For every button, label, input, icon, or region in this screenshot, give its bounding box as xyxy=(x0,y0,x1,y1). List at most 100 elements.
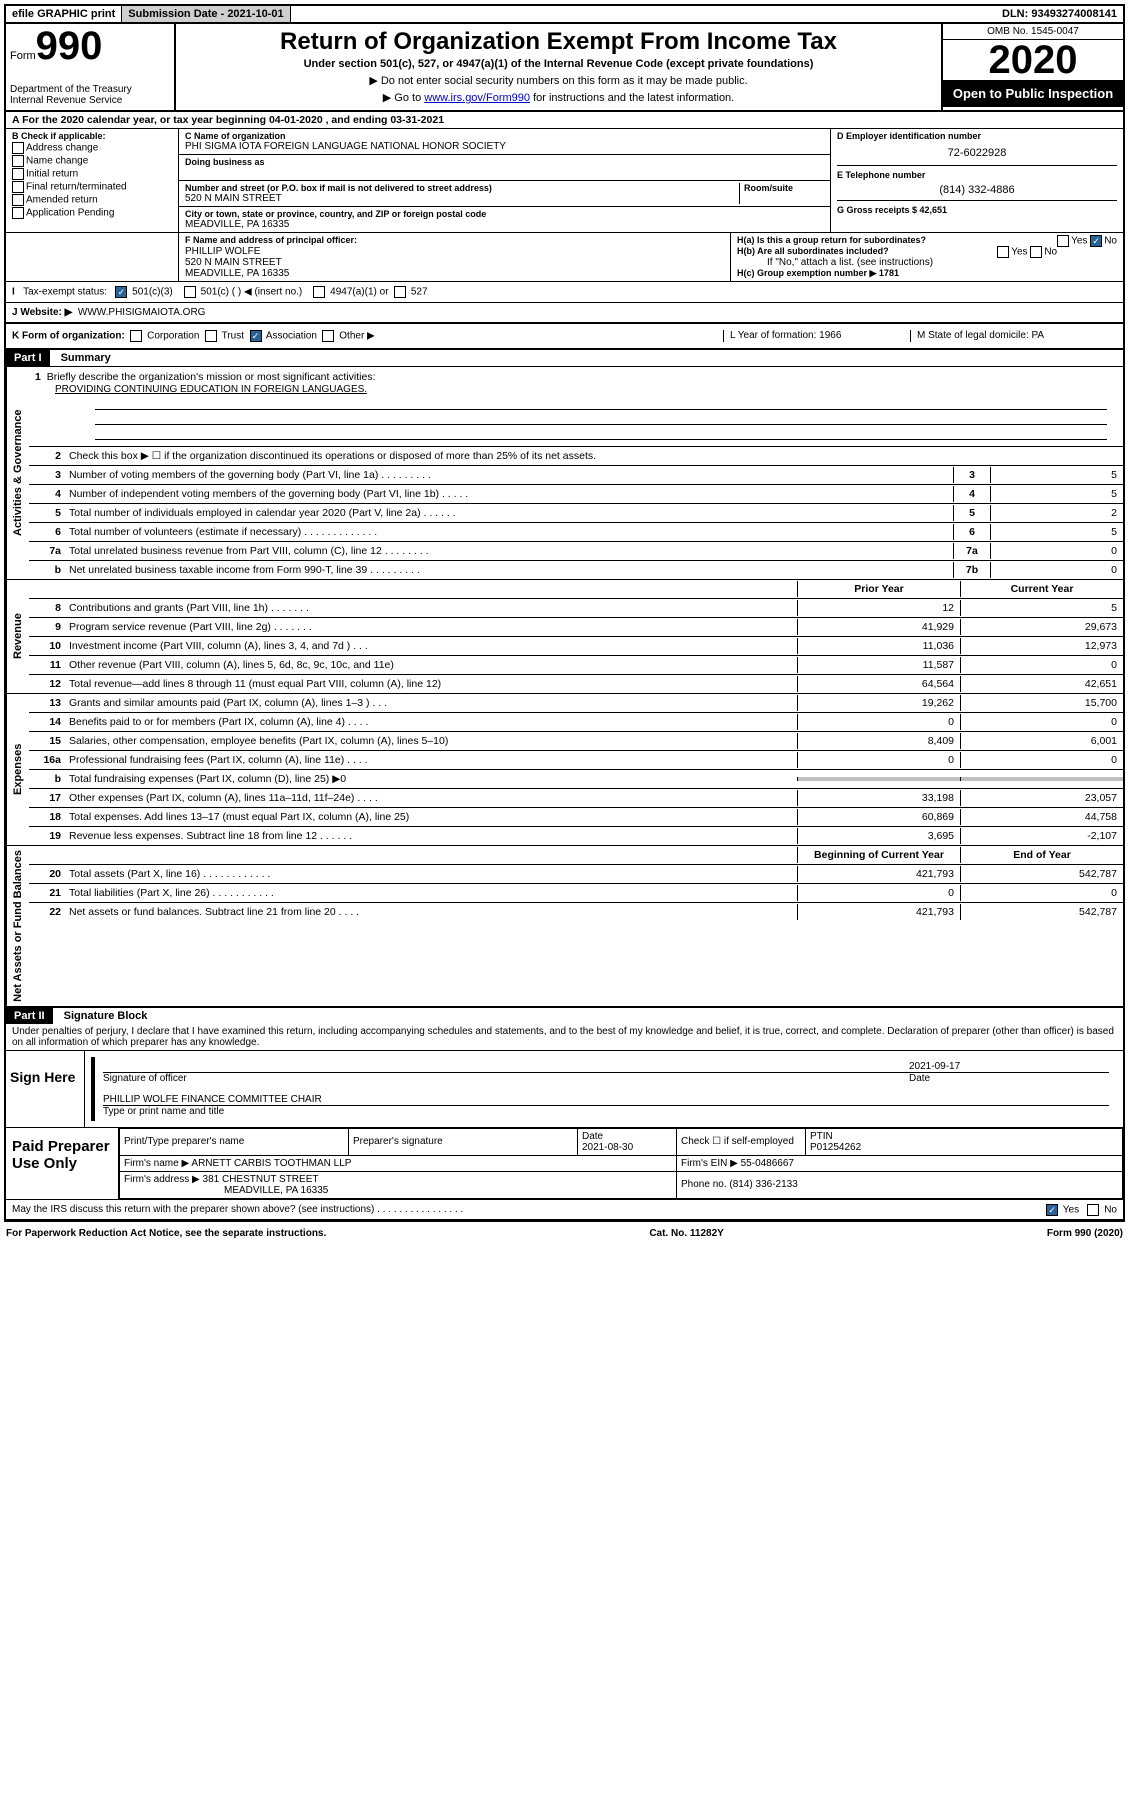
net-line-21: 21Total liabilities (Part X, line 26) . … xyxy=(29,884,1123,903)
year-box: OMB No. 1545-0047 2020 Open to Public In… xyxy=(941,24,1123,110)
dept-irs: Internal Revenue Service xyxy=(10,95,170,106)
addr-label: Number and street (or P.O. box if mail i… xyxy=(185,183,739,193)
eoy-hdr: End of Year xyxy=(960,847,1123,863)
gov-line-4: 4Number of independent voting members of… xyxy=(29,485,1123,504)
prior-year-hdr: Prior Year xyxy=(797,581,960,597)
paid-preparer-block: Paid Preparer Use Only Print/Type prepar… xyxy=(6,1128,1123,1200)
ein-value: 72-6022928 xyxy=(837,141,1117,165)
sig-officer-label: Signature of officer xyxy=(103,1073,909,1084)
part1-title: Summary xyxy=(53,350,119,366)
hb-no-box[interactable] xyxy=(1030,246,1042,258)
ha-label: H(a) Is this a group return for subordin… xyxy=(737,235,926,245)
form-number-box: Form990 Department of the Treasury Inter… xyxy=(6,24,176,110)
declaration: Under penalties of perjury, I declare th… xyxy=(6,1024,1123,1051)
vert-governance: Activities & Governance xyxy=(6,367,29,579)
exp-line-15: 15Salaries, other compensation, employee… xyxy=(29,732,1123,751)
section-c: C Name of organization PHI SIGMA IOTA FO… xyxy=(179,129,831,232)
f-label: F Name and address of principal officer: xyxy=(185,235,357,245)
exp-line-17: 17Other expenses (Part IX, column (A), l… xyxy=(29,789,1123,808)
paperwork-notice: For Paperwork Reduction Act Notice, see … xyxy=(6,1228,326,1239)
rev-line-10: 10Investment income (Part VIII, column (… xyxy=(29,637,1123,656)
net-line-22: 22Net assets or fund balances. Subtract … xyxy=(29,903,1123,921)
rev-line-9: 9Program service revenue (Part VIII, lin… xyxy=(29,618,1123,637)
form990-link[interactable]: www.irs.gov/Form990 xyxy=(424,92,530,104)
discuss-yes-box[interactable] xyxy=(1046,1204,1058,1216)
c-name-label: C Name of organization xyxy=(185,131,824,141)
te-501c3-box[interactable] xyxy=(115,286,127,298)
firm-name: ARNETT CARBIS TOOTHMAN LLP xyxy=(191,1158,351,1169)
phone-value: (814) 332-4886 xyxy=(837,180,1117,200)
hb-yes-box[interactable] xyxy=(997,246,1009,258)
gov-line-6: 6Total number of volunteers (estimate if… xyxy=(29,523,1123,542)
street-address: 520 N MAIN STREET xyxy=(185,193,739,204)
boy-hdr: Beginning of Current Year xyxy=(797,847,960,863)
hb-label: H(b) Are all subordinates included? xyxy=(737,246,889,256)
org-name: PHI SIGMA IOTA FOREIGN LANGUAGE NATIONAL… xyxy=(185,141,824,152)
discuss-no-box[interactable] xyxy=(1087,1204,1099,1216)
ha-yes-box[interactable] xyxy=(1057,235,1069,247)
gov-line-5: 5Total number of individuals employed in… xyxy=(29,504,1123,523)
sign-here-block: Sign Here 2021-09-17 Signature of office… xyxy=(6,1051,1123,1128)
firm-phone: (814) 336-2133 xyxy=(729,1179,797,1190)
sig-date-value: 2021-09-17 xyxy=(909,1061,1109,1072)
j-label: J Website: ▶ xyxy=(12,307,72,318)
part2-header-row: Part II Signature Block xyxy=(6,1008,1123,1024)
te-501c-box[interactable] xyxy=(184,286,196,298)
k-trust-box[interactable] xyxy=(205,330,217,342)
phone-label: E Telephone number xyxy=(837,170,1117,180)
te-527-box[interactable] xyxy=(394,286,406,298)
ptin-value: P01254262 xyxy=(810,1142,861,1153)
sign-here-label: Sign Here xyxy=(6,1051,85,1127)
mission-text: PROVIDING CONTINUING EDUCATION IN FOREIG… xyxy=(35,384,367,395)
submission-date: Submission Date - 2021-10-01 xyxy=(122,6,290,22)
cb-amended[interactable]: Amended return xyxy=(12,194,172,206)
open-public: Open to Public Inspection xyxy=(943,80,1123,107)
part1-badge: Part I xyxy=(6,350,50,366)
hb-note: If "No," attach a list. (see instruction… xyxy=(737,257,1117,268)
cb-pending[interactable]: Application Pending xyxy=(12,207,172,219)
city-state-zip: MEADVILLE, PA 16335 xyxy=(185,219,824,230)
firm-ein: 55-0486667 xyxy=(741,1158,794,1169)
section-b: B Check if applicable: Address change Na… xyxy=(6,129,179,232)
period-row: A For the 2020 calendar year, or tax yea… xyxy=(6,112,1123,129)
header: Form990 Department of the Treasury Inter… xyxy=(6,24,1123,112)
website-value: WWW.PHISIGMAIOTA.ORG xyxy=(78,307,206,318)
line2: Check this box ▶ ☐ if the organization d… xyxy=(65,448,1123,464)
form-label: Form xyxy=(10,50,36,62)
firm-addr: 381 CHESTNUT STREET xyxy=(203,1174,319,1185)
efile-print[interactable]: efile GRAPHIC print xyxy=(6,6,122,22)
te-4947-box[interactable] xyxy=(313,286,325,298)
cb-address[interactable]: Address change xyxy=(12,142,172,154)
k-assoc-box[interactable] xyxy=(250,330,262,342)
expenses-block: Expenses 13Grants and similar amounts pa… xyxy=(6,694,1123,846)
k-other-box[interactable] xyxy=(322,330,334,342)
form-version: Form 990 (2020) xyxy=(1047,1228,1123,1239)
room-label: Room/suite xyxy=(744,183,824,193)
cb-initial[interactable]: Initial return xyxy=(12,168,172,180)
dba-label: Doing business as xyxy=(185,157,824,167)
k-corp-box[interactable] xyxy=(130,330,142,342)
cb-name[interactable]: Name change xyxy=(12,155,172,167)
exp-line-18: 18Total expenses. Add lines 13–17 (must … xyxy=(29,808,1123,827)
tax-exempt-row: I Tax-exempt status: 501(c)(3) 501(c) ( … xyxy=(6,282,1123,303)
footer: For Paperwork Reduction Act Notice, see … xyxy=(0,1226,1129,1241)
section-bcd: B Check if applicable: Address change Na… xyxy=(6,129,1123,233)
line1-label: Briefly describe the organization's miss… xyxy=(47,371,376,383)
exp-line-19: 19Revenue less expenses. Subtract line 1… xyxy=(29,827,1123,845)
rev-line-11: 11Other revenue (Part VIII, column (A), … xyxy=(29,656,1123,675)
section-h: H(a) Is this a group return for subordin… xyxy=(731,233,1123,281)
rev-line-8: 8Contributions and grants (Part VIII, li… xyxy=(29,599,1123,618)
b-label: B Check if applicable: xyxy=(12,131,172,141)
hc-label: H(c) Group exemption number ▶ 1781 xyxy=(737,268,1117,279)
website-row: J Website: ▶ WWW.PHISIGMAIOTA.ORG xyxy=(6,303,1123,324)
tax-year: 2020 xyxy=(943,40,1123,80)
top-bar: efile GRAPHIC print Submission Date - 20… xyxy=(6,6,1123,24)
note2-post: for instructions and the latest informat… xyxy=(530,92,734,104)
ha-no-box[interactable] xyxy=(1090,235,1102,247)
cb-final[interactable]: Final return/terminated xyxy=(12,181,172,193)
gov-line-3: 3Number of voting members of the governi… xyxy=(29,466,1123,485)
city-label: City or town, state or province, country… xyxy=(185,209,824,219)
section-f: F Name and address of principal officer:… xyxy=(179,233,731,281)
note-ssn: ▶ Do not enter social security numbers o… xyxy=(180,74,937,87)
governance-block: Activities & Governance 1 Briefly descri… xyxy=(6,367,1123,580)
